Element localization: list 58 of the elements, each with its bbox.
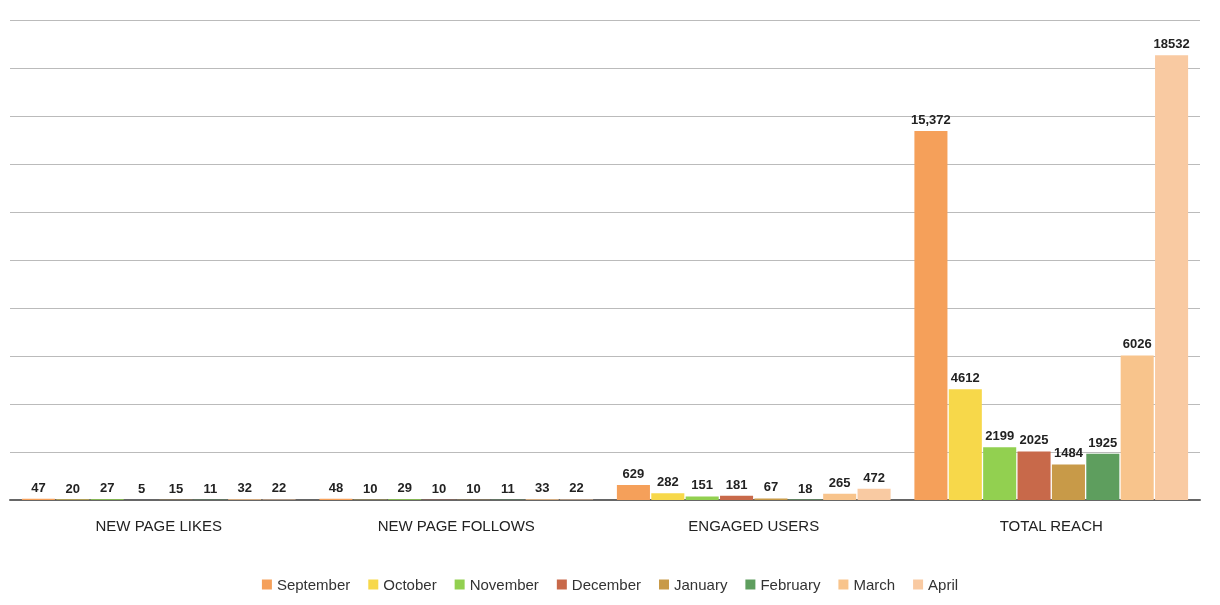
data-label: 2199 — [985, 428, 1015, 444]
data-label: 15,372 — [911, 112, 951, 128]
data-label: 10 — [466, 480, 481, 496]
bar — [948, 389, 982, 500]
data-label: 33 — [534, 480, 550, 496]
bar — [983, 447, 1017, 500]
data-label: 32 — [237, 480, 252, 496]
bar — [651, 493, 685, 500]
data-label: 15 — [168, 480, 184, 496]
legend-label: October — [383, 576, 437, 593]
data-label: 18 — [798, 480, 813, 496]
data-label: 67 — [763, 479, 779, 495]
data-label: 11 — [500, 480, 515, 496]
data-label: 22 — [271, 480, 287, 496]
bar — [1017, 451, 1051, 500]
data-label: 47 — [31, 479, 46, 495]
data-label: 18532 — [1153, 36, 1190, 52]
data-label: 282 — [656, 474, 679, 490]
bar — [616, 484, 650, 500]
bar — [720, 495, 754, 500]
legend-label: September — [276, 576, 351, 593]
legend-label: February — [760, 576, 821, 593]
legend-label: January — [674, 576, 728, 593]
data-label: 181 — [725, 476, 748, 492]
data-label: 11 — [203, 480, 218, 496]
legend-label: April — [928, 576, 959, 593]
data-label: 20 — [65, 480, 81, 496]
bar — [1051, 464, 1085, 500]
data-label: 629 — [622, 465, 645, 481]
bar — [1086, 453, 1120, 500]
legend-label: March — [853, 576, 896, 593]
x-tick-label: ENGAGED USERS — [688, 517, 820, 534]
x-tick-label: NEW PAGE FOLLOWS — [377, 517, 535, 534]
data-label: 1484 — [1053, 445, 1084, 461]
data-label: 29 — [397, 480, 412, 496]
data-label: 4612 — [950, 370, 980, 386]
bar — [1155, 55, 1189, 500]
data-label: 265 — [828, 474, 851, 490]
legend-label: November — [469, 576, 539, 593]
bar — [823, 493, 857, 500]
data-label: 27 — [99, 480, 115, 496]
bar — [914, 131, 948, 500]
data-label: 5 — [137, 480, 146, 496]
x-tick-label: NEW PAGE LIKES — [95, 517, 222, 534]
bar — [857, 488, 891, 500]
data-label: 151 — [691, 477, 714, 493]
data-label: 1925 — [1088, 434, 1118, 450]
data-label: 10 — [431, 480, 447, 496]
data-label: 48 — [328, 479, 344, 495]
data-label: 2025 — [1019, 432, 1049, 448]
bar — [685, 496, 719, 500]
data-label: 472 — [863, 469, 885, 485]
data-label: 6026 — [1122, 336, 1152, 352]
bar — [1120, 355, 1154, 500]
legend-label: December — [571, 576, 642, 593]
x-tick-label: TOTAL REACH — [999, 517, 1103, 534]
data-label: 10 — [363, 480, 378, 496]
data-label: 22 — [569, 480, 584, 496]
